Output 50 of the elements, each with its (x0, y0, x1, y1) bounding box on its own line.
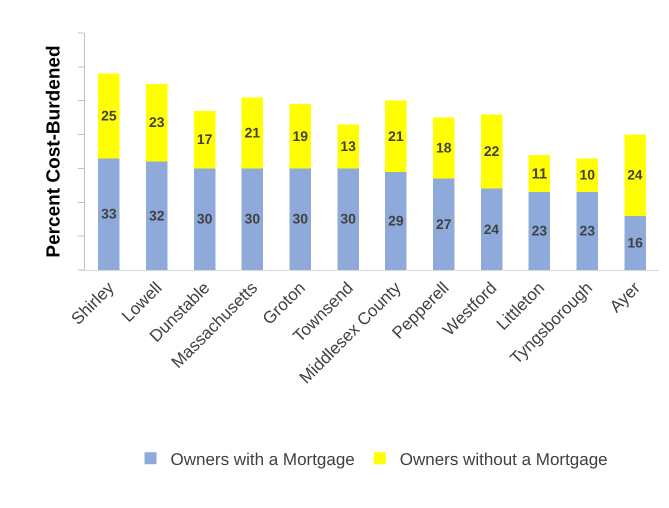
y-axis-title: Percent Cost-Burdened (43, 45, 64, 258)
bar (624, 216, 646, 270)
bar (337, 168, 359, 270)
bar (146, 84, 168, 162)
bar (289, 168, 312, 270)
data-label: 22 (484, 143, 500, 160)
bar (337, 124, 359, 168)
bar (480, 188, 502, 270)
data-label: 23 (579, 222, 596, 239)
data-label: 16 (627, 234, 644, 250)
bar (98, 158, 120, 270)
data-label: 21 (244, 124, 260, 140)
data-label: 18 (436, 140, 452, 156)
bar (432, 178, 455, 270)
bar (528, 154, 550, 192)
data-label: 23 (532, 222, 548, 239)
data-label: 24 (627, 168, 643, 183)
legend-label: Owners without a Mortgage (400, 450, 608, 469)
bar (385, 172, 407, 270)
bar (194, 110, 216, 168)
data-label: 32 (148, 207, 165, 224)
bar (624, 134, 646, 216)
data-label: 30 (196, 210, 213, 227)
data-label: 21 (388, 128, 404, 144)
data-label: 17 (196, 131, 213, 148)
data-label: 13 (340, 138, 356, 154)
data-label: 30 (340, 210, 356, 227)
data-label: 24 (484, 222, 500, 237)
data-label: 11 (532, 166, 548, 182)
data-label: 10 (579, 166, 596, 183)
bar (576, 192, 598, 270)
data-label: 30 (292, 210, 308, 227)
bar (98, 74, 120, 158)
data-label: 30 (244, 210, 260, 227)
bar (194, 168, 216, 270)
data-label: 33 (101, 206, 117, 222)
data-label: 19 (292, 128, 308, 144)
bar (242, 168, 264, 270)
data-label: 29 (388, 212, 404, 228)
bar (146, 162, 168, 270)
bar (528, 192, 550, 270)
data-label: 27 (436, 216, 452, 232)
bar (242, 97, 264, 168)
bar (432, 118, 455, 179)
data-label: 23 (148, 114, 165, 130)
legend-label: Owners with a Mortgage (170, 450, 355, 469)
bar (480, 114, 502, 189)
bar (289, 104, 312, 168)
data-label: 25 (101, 107, 117, 124)
bar (385, 100, 407, 172)
